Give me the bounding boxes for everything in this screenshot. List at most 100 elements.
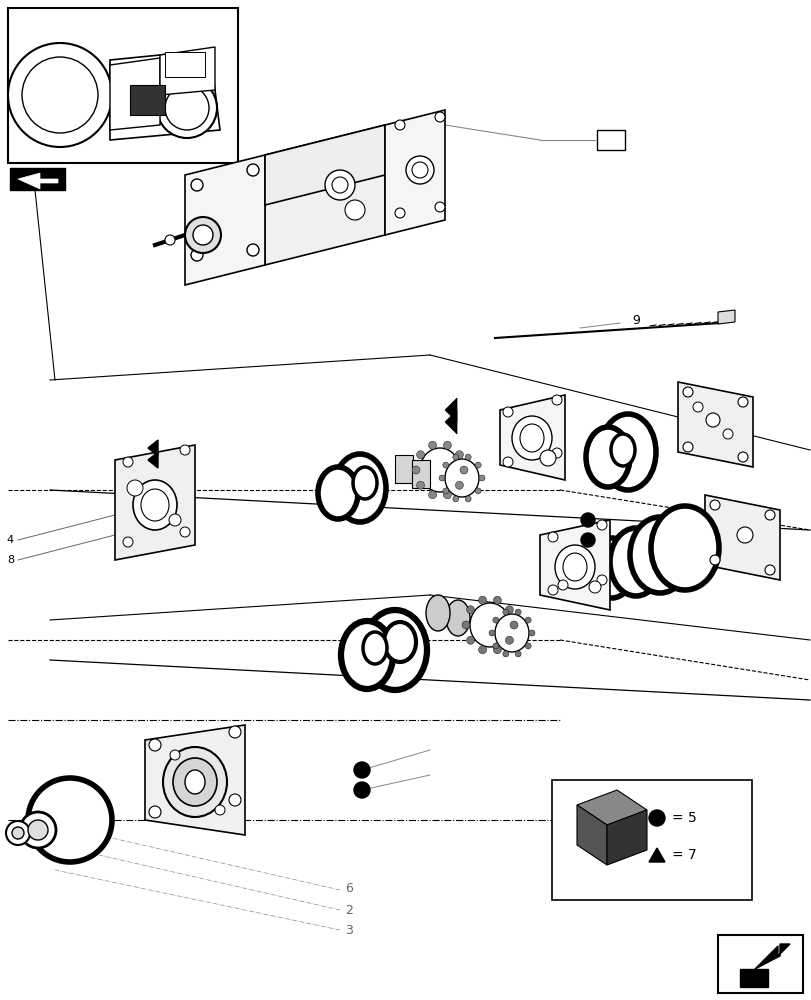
Ellipse shape xyxy=(12,827,24,839)
Ellipse shape xyxy=(460,466,467,474)
Ellipse shape xyxy=(169,750,180,760)
Ellipse shape xyxy=(514,609,521,615)
Ellipse shape xyxy=(416,481,424,489)
Bar xyxy=(394,455,413,483)
Ellipse shape xyxy=(562,553,586,581)
Polygon shape xyxy=(500,395,564,480)
Ellipse shape xyxy=(596,575,607,585)
Ellipse shape xyxy=(493,646,501,654)
Ellipse shape xyxy=(163,747,227,817)
Ellipse shape xyxy=(133,480,177,530)
Text: KIT: KIT xyxy=(617,843,635,853)
Ellipse shape xyxy=(122,457,133,467)
Polygon shape xyxy=(109,50,220,140)
Text: 9: 9 xyxy=(631,314,639,326)
Ellipse shape xyxy=(444,459,478,497)
Ellipse shape xyxy=(539,450,556,466)
Ellipse shape xyxy=(442,462,448,468)
Ellipse shape xyxy=(333,454,385,522)
Ellipse shape xyxy=(478,475,484,481)
Ellipse shape xyxy=(443,491,451,499)
Ellipse shape xyxy=(609,528,661,596)
Polygon shape xyxy=(148,440,158,456)
Ellipse shape xyxy=(610,434,634,466)
Ellipse shape xyxy=(180,527,190,537)
Ellipse shape xyxy=(169,514,181,526)
Ellipse shape xyxy=(737,452,747,462)
Ellipse shape xyxy=(474,488,481,494)
Bar xyxy=(130,85,165,115)
Ellipse shape xyxy=(682,442,692,452)
Ellipse shape xyxy=(581,513,594,527)
Polygon shape xyxy=(160,47,215,95)
Ellipse shape xyxy=(551,395,561,405)
Ellipse shape xyxy=(165,86,208,130)
Polygon shape xyxy=(148,452,158,468)
Polygon shape xyxy=(704,495,779,580)
Ellipse shape xyxy=(528,630,534,636)
Ellipse shape xyxy=(648,810,664,826)
Ellipse shape xyxy=(384,622,415,662)
Ellipse shape xyxy=(512,416,551,460)
Ellipse shape xyxy=(28,778,112,862)
Ellipse shape xyxy=(428,491,436,499)
Ellipse shape xyxy=(504,606,513,614)
Ellipse shape xyxy=(354,762,370,778)
Text: = 5: = 5 xyxy=(672,811,696,825)
Bar xyxy=(165,52,204,77)
Ellipse shape xyxy=(478,596,486,604)
Ellipse shape xyxy=(492,617,498,623)
Bar xyxy=(717,935,802,993)
Ellipse shape xyxy=(709,500,719,510)
Bar xyxy=(10,168,65,190)
Ellipse shape xyxy=(557,580,568,590)
Bar xyxy=(596,130,624,150)
Text: 8: 8 xyxy=(6,555,14,565)
Ellipse shape xyxy=(465,454,470,460)
Ellipse shape xyxy=(453,454,458,460)
Ellipse shape xyxy=(455,481,463,489)
Ellipse shape xyxy=(466,606,474,614)
Ellipse shape xyxy=(461,621,470,629)
Bar xyxy=(8,8,238,163)
Ellipse shape xyxy=(514,651,521,657)
Ellipse shape xyxy=(466,636,474,644)
Ellipse shape xyxy=(416,451,424,459)
Polygon shape xyxy=(754,944,789,969)
Text: = 7: = 7 xyxy=(672,848,696,862)
Ellipse shape xyxy=(590,538,633,598)
Ellipse shape xyxy=(502,651,508,657)
Polygon shape xyxy=(539,520,609,610)
Ellipse shape xyxy=(439,475,444,481)
Ellipse shape xyxy=(764,565,774,575)
Text: KIT: KIT xyxy=(582,847,600,857)
Ellipse shape xyxy=(157,78,217,138)
Ellipse shape xyxy=(193,225,212,245)
Ellipse shape xyxy=(455,451,463,459)
Ellipse shape xyxy=(318,467,358,519)
Bar xyxy=(551,780,751,900)
Ellipse shape xyxy=(324,170,354,200)
Ellipse shape xyxy=(586,427,629,487)
Ellipse shape xyxy=(141,489,169,521)
Bar xyxy=(411,460,430,488)
Text: 2: 2 xyxy=(345,904,353,916)
Ellipse shape xyxy=(345,200,365,220)
Ellipse shape xyxy=(488,630,495,636)
Ellipse shape xyxy=(229,726,241,738)
Ellipse shape xyxy=(736,527,752,543)
Ellipse shape xyxy=(435,202,444,212)
Ellipse shape xyxy=(525,617,530,623)
Ellipse shape xyxy=(709,555,719,565)
Ellipse shape xyxy=(465,496,470,502)
Polygon shape xyxy=(384,110,444,235)
Ellipse shape xyxy=(722,429,732,439)
Ellipse shape xyxy=(406,156,433,184)
Ellipse shape xyxy=(737,397,747,407)
Ellipse shape xyxy=(394,208,405,218)
Polygon shape xyxy=(648,848,664,862)
Ellipse shape xyxy=(185,217,221,253)
Polygon shape xyxy=(264,125,384,205)
Polygon shape xyxy=(115,445,195,560)
Ellipse shape xyxy=(547,585,557,595)
